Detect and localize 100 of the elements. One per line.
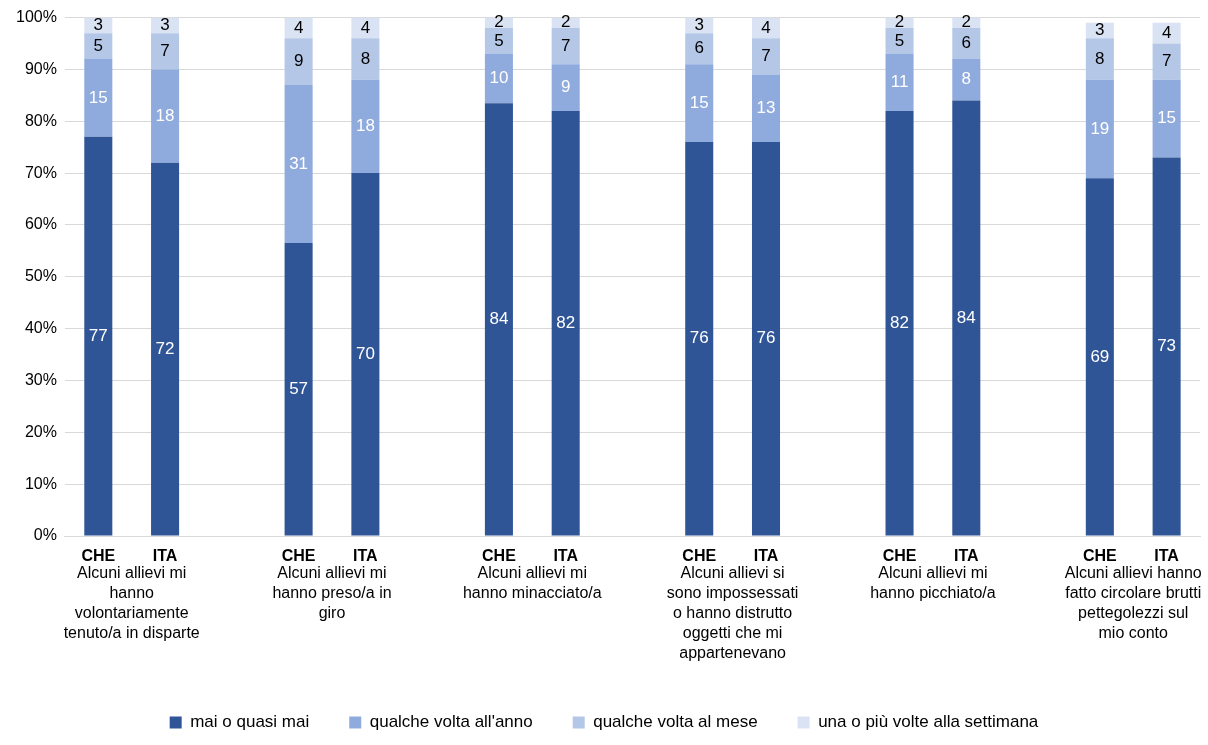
bar — [1085, 38, 1114, 80]
text: Alcuni allievi si sono impossessati o hanno distrutto oggetti che mi appartenevano — [666, 564, 799, 662]
data-label: 9 — [560, 77, 571, 97]
data-label: 3 — [160, 15, 170, 35]
bar — [751, 142, 781, 536]
data-label: 15 — [88, 87, 108, 107]
data-label: 2 — [961, 12, 972, 32]
legend-label: una o più volte alla settimana — [818, 712, 1039, 732]
data-label: 18 — [155, 105, 175, 125]
x-tick-label: ITA — [753, 547, 779, 565]
x-tick-label: ITA — [1154, 547, 1180, 565]
data-label: 77 — [88, 325, 108, 345]
data-label: 70 — [355, 344, 375, 363]
y-tick-label: 70% — [24, 163, 57, 181]
y-tick-label: 100% — [16, 8, 57, 26]
data-label: 7 — [160, 40, 170, 60]
text: Alcuni allievi hanno fatto circolare brutti pettegolezzi sul mio conto — [1064, 564, 1202, 642]
bar — [484, 53, 513, 104]
bar — [84, 136, 113, 536]
text: Alcuni allievi mi hanno minacciato/a — [462, 564, 602, 602]
bar — [351, 79, 380, 174]
legend-label: qualche volta al mese — [593, 712, 758, 732]
bar — [885, 27, 914, 54]
data-label: 7 — [1161, 51, 1172, 71]
data-label: 76 — [689, 328, 709, 348]
text: Alcuni allievi mi hanno preso/a in giro — [272, 564, 392, 622]
data-label: 82 — [890, 312, 909, 332]
data-label: 9 — [293, 51, 304, 71]
bar — [751, 74, 781, 143]
x-tick-label: ITA — [954, 547, 980, 565]
bar — [952, 100, 981, 536]
y-tick-label: 90% — [24, 59, 57, 77]
bar — [151, 69, 180, 163]
data-label: 69 — [1090, 346, 1110, 366]
data-label: 19 — [1090, 118, 1110, 138]
data-label: 5 — [494, 30, 504, 50]
data-label: 72 — [155, 338, 175, 358]
bar — [1152, 43, 1181, 80]
x-tick-label: CHE — [682, 547, 717, 565]
data-label: 84 — [956, 307, 976, 327]
y-tick-label: 30% — [24, 370, 57, 388]
data-label: 2 — [894, 12, 905, 32]
data-label: 7 — [761, 46, 771, 66]
data-label: 5 — [93, 35, 104, 55]
x-tick-label: CHE — [81, 547, 116, 565]
bar — [1152, 157, 1181, 536]
y-tick-label: 0% — [33, 526, 57, 544]
data-label: 4 — [360, 17, 371, 37]
bar — [885, 110, 914, 536]
data-label: 8 — [961, 69, 972, 89]
data-label: 3 — [694, 15, 704, 35]
x-tick-label: ITA — [553, 547, 579, 565]
text: Alcuni allievi mi hanno picchiato/a — [870, 564, 996, 602]
bar — [1085, 79, 1114, 179]
data-label: 82 — [556, 312, 576, 332]
data-label: 4 — [761, 17, 771, 37]
bar — [284, 38, 313, 85]
data-label: 6 — [961, 33, 972, 53]
bar — [84, 59, 113, 137]
bar — [151, 33, 180, 70]
data-label: 76 — [756, 328, 776, 348]
y-tick-label: 40% — [24, 319, 57, 337]
y-tick-label: 60% — [24, 215, 57, 233]
bar — [1152, 22, 1181, 44]
bar — [284, 243, 313, 536]
y-tick-label: 20% — [24, 422, 57, 440]
bar — [952, 59, 981, 101]
data-label: 10 — [489, 68, 509, 88]
bar — [551, 64, 580, 111]
data-label: 18 — [355, 116, 375, 136]
data-label: 4 — [293, 17, 304, 37]
y-tick-label: 50% — [24, 267, 57, 285]
data-label: 3 — [93, 15, 104, 35]
bar — [84, 33, 113, 60]
bar — [151, 162, 180, 536]
x-tick-label: ITA — [152, 547, 178, 565]
bar — [685, 33, 714, 65]
legend-label: qualche volta all'anno — [369, 712, 533, 732]
data-label: 13 — [756, 98, 776, 118]
x-tick-label: CHE — [281, 547, 316, 565]
data-label: 6 — [694, 38, 704, 58]
y-tick-label: 80% — [24, 111, 57, 129]
data-label: 57 — [289, 378, 309, 398]
x-tick-label: CHE — [482, 547, 517, 565]
data-label: 84 — [489, 309, 509, 329]
data-label: 4 — [1161, 22, 1172, 42]
bar — [685, 142, 714, 536]
x-tick-label: CHE — [882, 547, 917, 565]
bar — [952, 27, 981, 60]
data-label: 11 — [890, 72, 909, 92]
data-label: 15 — [689, 92, 709, 112]
bar — [551, 110, 580, 536]
data-label: 15 — [1157, 108, 1177, 128]
data-label: 5 — [894, 30, 905, 50]
bar — [1152, 79, 1181, 158]
text: Alcuni allievi mi hanno volontariamente tenuto/a in disparte — [63, 564, 200, 642]
data-label: 7 — [560, 35, 571, 55]
bar — [484, 103, 513, 536]
bar — [484, 27, 513, 54]
data-label: 3 — [1095, 20, 1105, 40]
